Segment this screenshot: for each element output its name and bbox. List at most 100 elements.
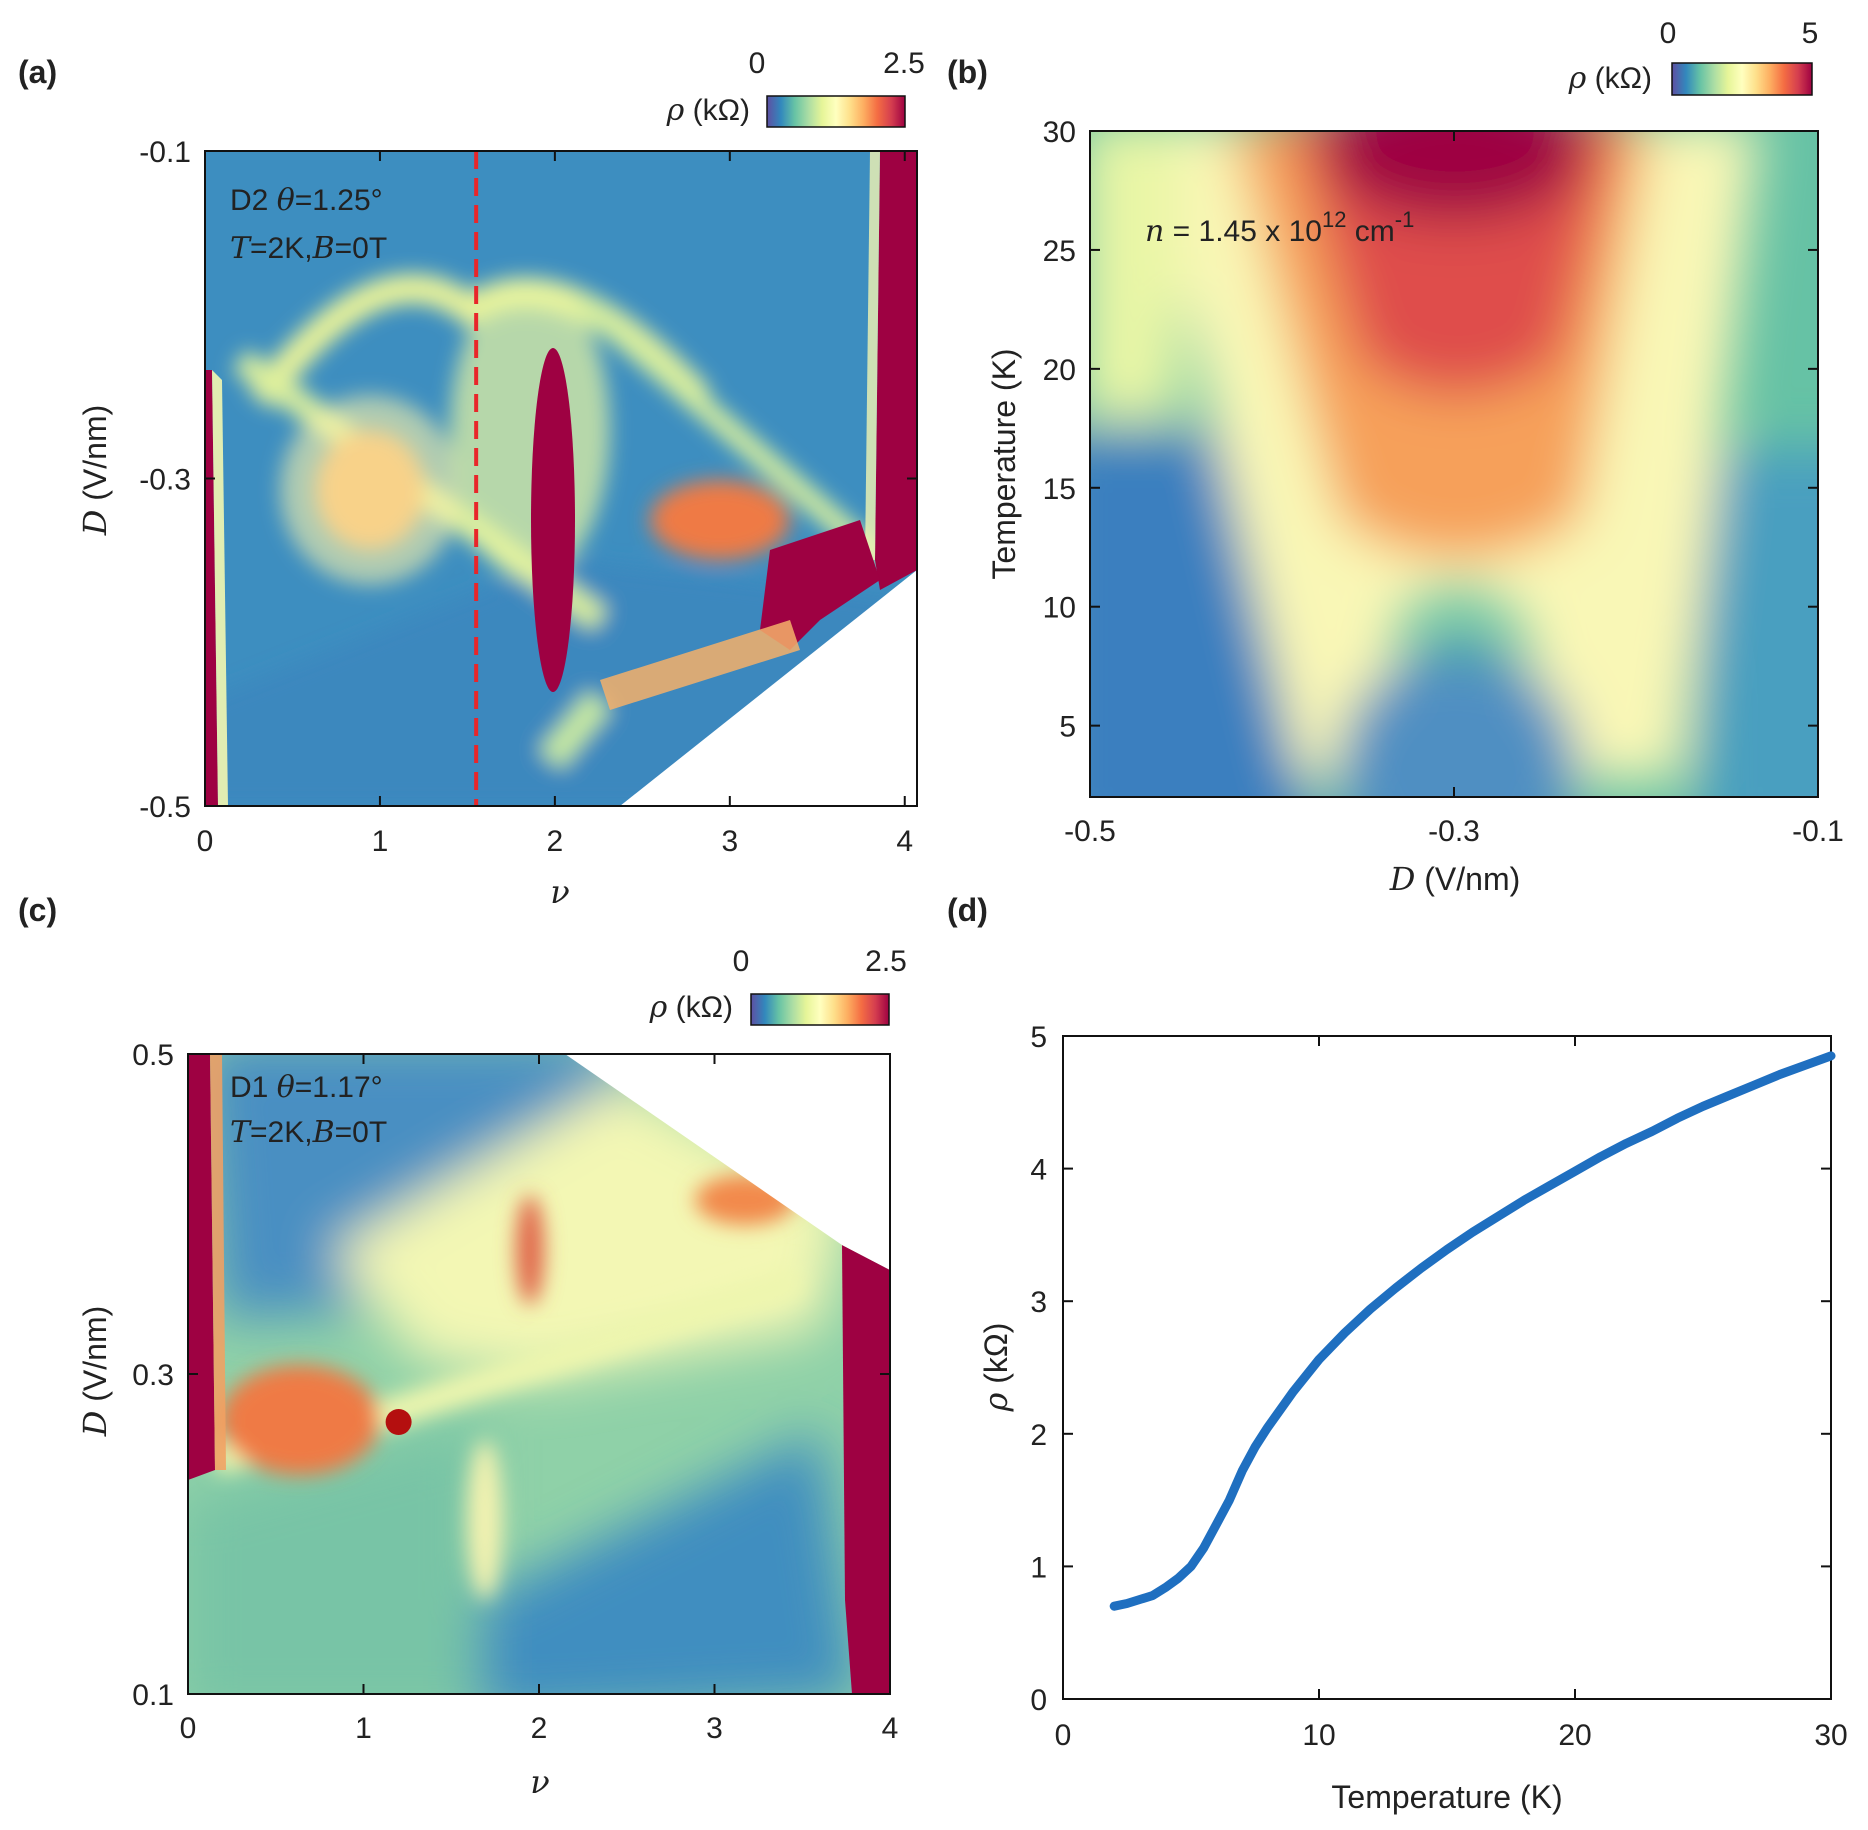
panel-b: (b) n = 1.45 x 1012 cm-1 -0.5 -0.3 -0.1 30 2… — [947, 17, 1844, 898]
feature-c-spot-nu2 — [516, 1195, 544, 1305]
ticklabels-d: 0 10 20 30 0 1 2 3 4 5 — [1030, 1021, 1847, 1752]
colorbar-c: 0 2.5 ρ (kΩ) — [649, 945, 907, 1026]
xtick-label-c-4: 4 — [882, 1712, 899, 1745]
ytick-label-b-3: 15 — [1043, 473, 1076, 506]
colorbar-a-gradient — [766, 95, 906, 128]
feature-b-left-edge — [1090, 131, 1180, 420]
ytick-label-b-0: 30 — [1043, 116, 1076, 149]
xlabel-b: D (V/nm) — [1389, 860, 1521, 898]
xtick-label-c-0: 0 — [180, 1712, 197, 1745]
xlabel-a: ν — [550, 873, 569, 911]
heatmap-a — [205, 151, 917, 806]
frame-d — [1062, 1035, 1832, 1700]
annotation-a-line2: T=2K,B=0T — [230, 231, 387, 266]
annotation-a-line1: D2 θ=1.25° — [230, 183, 383, 218]
feature-c-lower-right-blue — [480, 1430, 860, 1694]
panel-label-c: (c) — [18, 892, 57, 928]
panel-label-a: (a) — [18, 54, 57, 90]
xtick-label-c-3: 3 — [706, 1712, 723, 1745]
xtick-label-b-2: -0.1 — [1792, 815, 1844, 848]
panel-d: (d) 0 10 20 30 0 1 2 3 4 5 Temperature (K) ρ (kΩ) — [947, 892, 1848, 1815]
feature-b-right-cold — [1700, 450, 1818, 797]
feature-a-red-cross — [760, 520, 880, 650]
ytick-label-c-2: 0.1 — [132, 1679, 174, 1712]
xtick-label-a-3: 3 — [721, 825, 738, 858]
feature-a-pocket-nu1-halo — [280, 395, 460, 585]
marker-point — [385, 1409, 412, 1435]
colorbar-a-label: ρ (kΩ) — [666, 93, 750, 128]
xtick-label-c-1: 1 — [355, 1712, 372, 1745]
ylabel-d: ρ (kΩ) — [977, 1323, 1015, 1413]
annotation-c-line1: D1 θ=1.17° — [230, 1070, 383, 1105]
ytick-label-d-3: 3 — [1030, 1286, 1047, 1319]
colorbar-c-min: 0 — [733, 945, 750, 978]
xtick-label-a-2: 2 — [547, 825, 564, 858]
xtick-label-d-1: 10 — [1302, 1719, 1335, 1752]
xtick-label-d-2: 20 — [1558, 1719, 1591, 1752]
colorbar-c-label: ρ (kΩ) — [649, 990, 733, 1025]
xtick-label-a-0: 0 — [197, 825, 214, 858]
ticklabels-b: -0.5 -0.3 -0.1 30 25 20 15 10 5 — [1043, 116, 1844, 848]
colorbar-b: 0 5 ρ (kΩ) — [1568, 17, 1819, 96]
annotation-c-line2: T=2K,B=0T — [230, 1115, 387, 1150]
xtick-label-a-1: 1 — [372, 825, 389, 858]
feature-a-orange-band — [600, 620, 800, 710]
xtick-label-b-0: -0.5 — [1064, 815, 1116, 848]
colorbar-b-min: 0 — [1660, 17, 1677, 50]
xtick-label-d-0: 0 — [1055, 1719, 1072, 1752]
feature-a-band-nu0-edge — [212, 370, 228, 806]
ytick-label-a-0: -0.1 — [139, 136, 191, 169]
ytick-label-d-1: 1 — [1030, 1551, 1047, 1584]
feature-a-pocket-nu3 — [650, 480, 790, 560]
feature-c-lower-left — [188, 1420, 480, 1694]
feature-b-core — [1325, 131, 1585, 220]
feature-a-diag-line-2 — [572, 291, 888, 569]
feature-a-nu2-tail — [538, 690, 612, 770]
panel-a: (a) — [18, 47, 925, 911]
colorbar-c-max: 2.5 — [865, 945, 907, 978]
heatmap-b — [1090, 131, 1818, 797]
ytick-label-a-1: -0.3 — [139, 464, 191, 497]
colorbar-b-gradient — [1671, 62, 1813, 96]
series-line-rho-vs-temperature — [1109, 1051, 1836, 1611]
ticks-c — [187, 1053, 891, 1695]
feature-a-stripe-nu2 — [531, 348, 575, 692]
feature-b-lowT-min — [1338, 650, 1578, 797]
colorbar-a-max: 2.5 — [883, 47, 925, 80]
heatmap-a-missing-region — [620, 570, 917, 806]
ticklabels-c: 0 1 2 3 4 0.5 0.3 0.1 — [132, 1039, 898, 1745]
ticks-a — [204, 150, 917, 807]
ytick-label-a-2: -0.5 — [139, 791, 191, 824]
ytick-label-b-2: 20 — [1043, 354, 1076, 387]
colorbar-c-gradient — [750, 993, 890, 1026]
ticks-b — [1089, 130, 1819, 797]
xlabel-c: ν — [530, 1763, 549, 1801]
ytick-label-d-5: 5 — [1030, 1021, 1047, 1054]
ytick-label-d-0: 0 — [1030, 1684, 1047, 1717]
heatmap-b-features — [1090, 131, 1818, 797]
xtick-label-d-3: 30 — [1814, 1719, 1847, 1752]
feature-c-streak-lower — [467, 1440, 503, 1600]
heatmap-c — [188, 1054, 890, 1694]
ylabel-c: D (V/nm) — [76, 1306, 114, 1438]
ytick-label-c-1: 0.3 — [132, 1359, 174, 1392]
ytick-label-b-5: 5 — [1059, 711, 1076, 744]
colorbar-a: 0 2.5 ρ (kΩ) — [666, 47, 925, 128]
colorbar-b-max: 5 — [1802, 17, 1819, 50]
panel-c: (c) D1 θ=1.17° — [18, 892, 907, 1801]
ytick-label-d-2: 2 — [1030, 1419, 1047, 1452]
panel-label-b: (b) — [947, 54, 988, 90]
xtick-label-b-1: -0.3 — [1428, 815, 1480, 848]
xlabel-d: Temperature (K) — [1331, 1779, 1562, 1815]
ylabel-a: D (V/nm) — [76, 405, 114, 537]
ytick-label-c-0: 0.5 — [132, 1039, 174, 1072]
annotation-b-density: n = 1.45 x 1012 cm-1 — [1145, 207, 1414, 249]
colorbar-b-label: ρ (kΩ) — [1568, 61, 1652, 96]
ylabel-b: Temperature (K) — [986, 348, 1022, 579]
feature-a-halo-nu2 — [450, 280, 610, 580]
ytick-label-b-4: 10 — [1043, 592, 1076, 625]
feature-c-band-nu0-edge — [210, 1054, 226, 1470]
heatmap-c-missing-region — [565, 1054, 890, 1270]
feature-a-band-nu4 — [875, 151, 917, 590]
